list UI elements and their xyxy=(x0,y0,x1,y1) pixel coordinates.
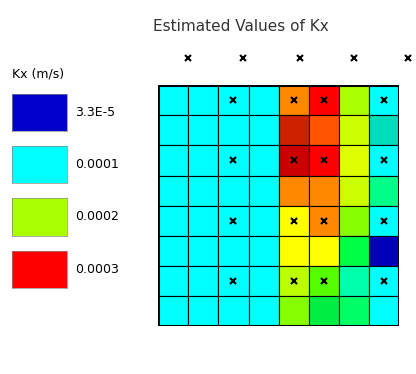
Bar xyxy=(279,115,309,145)
Bar xyxy=(158,85,188,115)
Bar xyxy=(279,236,309,266)
Bar xyxy=(309,115,339,145)
Text: 3.3E-5: 3.3E-5 xyxy=(75,106,115,119)
Bar xyxy=(158,206,188,236)
Bar xyxy=(249,236,279,266)
Bar xyxy=(369,115,399,145)
Bar xyxy=(339,296,369,327)
Bar xyxy=(369,206,399,236)
Text: 0.0002: 0.0002 xyxy=(75,211,119,223)
Bar xyxy=(309,175,339,206)
Bar xyxy=(218,145,249,175)
Bar xyxy=(339,145,369,175)
Bar xyxy=(309,266,339,296)
Bar xyxy=(249,145,279,175)
Bar xyxy=(218,266,249,296)
Bar xyxy=(279,296,309,327)
Bar xyxy=(279,175,309,206)
Bar xyxy=(188,85,218,115)
Bar xyxy=(158,115,188,145)
Bar xyxy=(249,296,279,327)
Bar xyxy=(218,85,249,115)
Bar xyxy=(309,85,339,115)
Bar xyxy=(188,236,218,266)
Bar xyxy=(339,206,369,236)
Bar xyxy=(249,85,279,115)
Bar xyxy=(218,206,249,236)
Bar xyxy=(218,236,249,266)
Text: 0.0003: 0.0003 xyxy=(75,263,119,276)
Bar xyxy=(249,266,279,296)
Bar xyxy=(339,236,369,266)
Bar xyxy=(369,85,399,115)
Bar xyxy=(279,206,309,236)
Bar xyxy=(309,145,339,175)
Bar xyxy=(158,145,188,175)
Bar xyxy=(249,175,279,206)
Bar xyxy=(218,296,249,327)
Bar xyxy=(188,115,218,145)
Bar xyxy=(369,236,399,266)
Bar xyxy=(249,206,279,236)
Bar xyxy=(369,296,399,327)
Bar xyxy=(158,296,188,327)
Bar xyxy=(188,145,218,175)
Text: 0.0001: 0.0001 xyxy=(75,158,119,171)
Bar xyxy=(218,175,249,206)
Bar xyxy=(369,266,399,296)
Bar xyxy=(188,206,218,236)
Bar xyxy=(158,236,188,266)
Bar xyxy=(188,296,218,327)
Bar xyxy=(249,115,279,145)
Bar xyxy=(279,266,309,296)
Bar xyxy=(369,175,399,206)
Text: Estimated Values of Kx: Estimated Values of Kx xyxy=(154,19,329,34)
Bar xyxy=(279,145,309,175)
Bar xyxy=(158,175,188,206)
Bar xyxy=(309,206,339,236)
Bar xyxy=(339,85,369,115)
Bar xyxy=(369,145,399,175)
Bar xyxy=(309,236,339,266)
Text: Kx (m/s): Kx (m/s) xyxy=(12,67,64,80)
Bar xyxy=(218,115,249,145)
Bar xyxy=(188,175,218,206)
Bar xyxy=(158,266,188,296)
Bar xyxy=(279,85,309,115)
Bar xyxy=(339,115,369,145)
Bar xyxy=(188,266,218,296)
Bar xyxy=(339,266,369,296)
Bar xyxy=(309,296,339,327)
Bar xyxy=(339,175,369,206)
